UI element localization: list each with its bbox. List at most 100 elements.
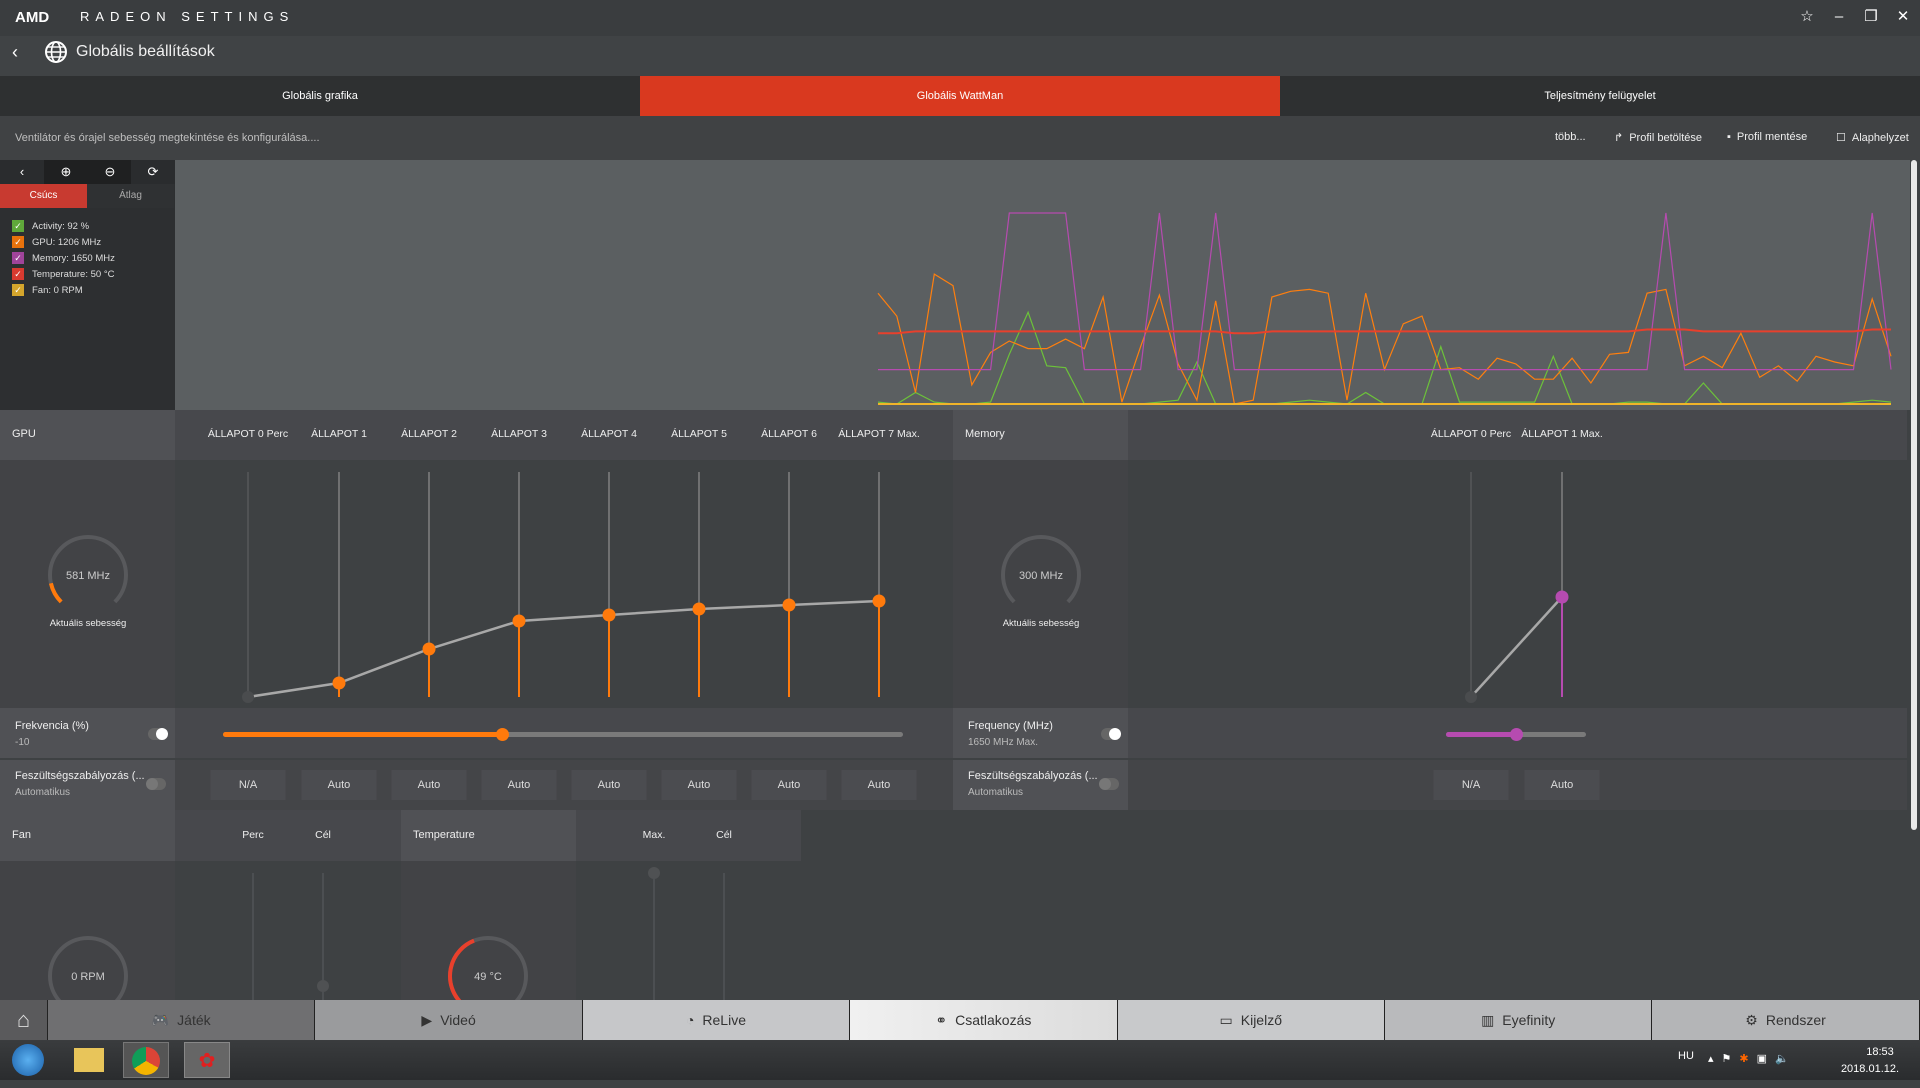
tab-global-wattman[interactable]: Globális WattMan bbox=[640, 76, 1280, 116]
tab-average[interactable]: Átlag bbox=[87, 184, 174, 208]
nav-kijelző[interactable]: ▭ Kijelző bbox=[1117, 1000, 1385, 1040]
checkbox-icon[interactable]: ✓ bbox=[12, 268, 24, 280]
state-handle[interactable] bbox=[332, 676, 346, 690]
tab-peak[interactable]: Csúcs bbox=[0, 184, 87, 208]
state-handle[interactable] bbox=[1465, 691, 1477, 703]
nav-eyefinity[interactable]: ▥ Eyefinity bbox=[1384, 1000, 1653, 1040]
tab-global-graphics[interactable]: Globális grafika bbox=[282, 90, 358, 102]
language-indicator[interactable]: HU bbox=[1678, 1050, 1694, 1062]
zoom-in-icon[interactable]: ⊕ bbox=[44, 160, 88, 184]
bottom-nav: ⌂ 🎮 Játék ▶ Videó ◔ ReLive ⚭ Csatlakozás ▭ Kijelző… bbox=[0, 1000, 1920, 1040]
file-explorer-icon[interactable] bbox=[66, 1042, 112, 1078]
voltage-button-3[interactable]: Auto bbox=[481, 770, 557, 800]
gpu-voltage-toggle[interactable] bbox=[146, 778, 166, 790]
gpu-voltage-cell bbox=[0, 760, 175, 810]
memory-gauge-track bbox=[1001, 535, 1081, 604]
avast-icon[interactable]: ✱ bbox=[1739, 1053, 1757, 1065]
fan-header-cell bbox=[0, 810, 175, 861]
checkbox-icon[interactable]: ✓ bbox=[12, 284, 24, 296]
zoom-out-icon[interactable]: ⊖ bbox=[88, 160, 132, 184]
tray-icons[interactable]: ▴⚑✱▣🔈 bbox=[1708, 1052, 1797, 1065]
legend-item[interactable]: ✓ Activity: 92 % bbox=[12, 220, 89, 232]
clock-date[interactable]: 2018.01.12. bbox=[1840, 1063, 1900, 1075]
legend-item[interactable]: ✓ Temperature: 50 °C bbox=[12, 268, 114, 280]
chart-back-button[interactable]: ‹ bbox=[0, 160, 44, 184]
restore-icon[interactable]: ❐ bbox=[1864, 8, 1878, 25]
state-handle[interactable] bbox=[872, 594, 886, 608]
checkbox-icon[interactable]: ✓ bbox=[12, 236, 24, 248]
legend-item[interactable]: ✓ Fan: 0 RPM bbox=[12, 284, 83, 296]
state-label-4: ÁLLAPOT 4 bbox=[581, 428, 637, 440]
network-icon[interactable]: ▣ bbox=[1756, 1053, 1776, 1065]
state-handle[interactable] bbox=[1555, 590, 1569, 604]
memory-frequency-slider[interactable] bbox=[1446, 728, 1586, 741]
nav-rendszer[interactable]: ⚙ Rendszer bbox=[1652, 1000, 1920, 1040]
connect-icon: ⚭ bbox=[935, 1011, 948, 1028]
save-profile-button[interactable]: ▪ Profil mentése bbox=[1727, 131, 1807, 143]
voltage-button-5[interactable]: Auto bbox=[661, 770, 737, 800]
chrome-icon[interactable] bbox=[123, 1042, 169, 1078]
voltage-button-0[interactable]: N/A bbox=[210, 770, 286, 800]
nav-relive[interactable]: ◔ ReLive bbox=[582, 1000, 851, 1040]
legend-label: Temperature: 50 °C bbox=[32, 268, 115, 280]
voltage-button-2[interactable]: Auto bbox=[391, 770, 467, 800]
monitor-chart bbox=[175, 160, 1910, 410]
scrollbar[interactable] bbox=[1911, 160, 1917, 830]
memory-frequency-value: 1650 MHz Max. bbox=[968, 737, 1039, 748]
close-icon[interactable]: ✕ bbox=[1896, 8, 1910, 25]
state-handle[interactable] bbox=[782, 598, 796, 612]
memory-frequency-toggle[interactable] bbox=[1101, 728, 1121, 740]
gpu-state-plot[interactable]: 581 MHz Aktuális sebesség bbox=[0, 460, 953, 708]
tab-bar: Globális grafika Globális WattMan Teljes… bbox=[0, 76, 1920, 116]
load-profile-button[interactable]: ↱ Profil betöltése bbox=[1614, 131, 1702, 145]
state-handle[interactable] bbox=[602, 608, 616, 622]
state-handle[interactable] bbox=[422, 642, 436, 656]
state-handle[interactable] bbox=[512, 614, 526, 628]
voltage-button-7[interactable]: Auto bbox=[841, 770, 917, 800]
chart-reset-icon[interactable]: ⟳ bbox=[131, 160, 175, 184]
fan-temperature-plot[interactable]: 0 RPM 49 °C bbox=[0, 861, 801, 1000]
temperature-gauge-value: 49 °C bbox=[474, 971, 502, 983]
checkbox-icon[interactable]: ✓ bbox=[12, 252, 24, 264]
temperature-gauge-cell bbox=[401, 861, 576, 1000]
voltage-button-1[interactable]: Auto bbox=[1524, 770, 1600, 800]
tab-performance-monitor[interactable]: Teljesítmény felügyelet bbox=[1544, 90, 1656, 102]
clock-time[interactable]: 18:53 bbox=[1866, 1046, 1894, 1058]
tray-expand-icon[interactable]: ▴ bbox=[1708, 1053, 1722, 1065]
volume-icon[interactable]: 🔈 bbox=[1775, 1053, 1797, 1065]
memory-state-plot[interactable]: 300 MHz Aktuális sebesség bbox=[953, 460, 1907, 708]
nav-home[interactable]: ⌂ bbox=[0, 1000, 48, 1040]
memory-gauge-cell bbox=[953, 460, 1128, 708]
voltage-button-1[interactable]: Auto bbox=[301, 770, 377, 800]
minimize-icon[interactable]: – bbox=[1834, 8, 1844, 25]
fan-target-handle[interactable] bbox=[317, 980, 329, 992]
more-button[interactable]: több... bbox=[1555, 131, 1586, 143]
action-center-flag-icon[interactable]: ⚑ bbox=[1721, 1053, 1740, 1065]
gpu-frequency-slider[interactable] bbox=[223, 728, 903, 741]
state-handle[interactable] bbox=[242, 691, 254, 703]
series-line-activity bbox=[877, 310, 1892, 405]
checkbox-icon[interactable]: ✓ bbox=[12, 220, 24, 232]
taskbar bbox=[0, 1040, 1920, 1080]
temperature-max-handle[interactable] bbox=[648, 867, 660, 879]
gpu-gauge-value: 581 MHz bbox=[66, 570, 110, 582]
nav-videó[interactable]: ▶ Videó bbox=[315, 1000, 583, 1040]
nav-csatlakozás[interactable]: ⚭ Csatlakozás bbox=[850, 1000, 1118, 1040]
voltage-button-4[interactable]: Auto bbox=[571, 770, 647, 800]
legend-item[interactable]: ✓ GPU: 1206 MHz bbox=[12, 236, 101, 248]
state-handle[interactable] bbox=[692, 602, 706, 616]
back-button[interactable]: ‹ bbox=[12, 42, 18, 62]
windows-start-icon[interactable] bbox=[5, 1042, 51, 1078]
gpu-gauge-fill bbox=[48, 582, 63, 604]
legend-item[interactable]: ✓ Memory: 1650 MHz bbox=[12, 252, 115, 264]
voltage-button-0[interactable]: N/A bbox=[1433, 770, 1509, 800]
star-icon[interactable]: ☆ bbox=[1800, 8, 1814, 25]
legend-label: Fan: 0 RPM bbox=[32, 284, 83, 296]
reset-button[interactable]: ☐ Alaphelyzet bbox=[1836, 131, 1909, 145]
voltage-button-6[interactable]: Auto bbox=[751, 770, 827, 800]
radeon-settings-taskbar-icon[interactable]: ✿ bbox=[184, 1042, 230, 1078]
memory-voltage-toggle[interactable] bbox=[1099, 778, 1119, 790]
memory-voltage-cell bbox=[953, 760, 1128, 810]
gpu-frequency-toggle[interactable] bbox=[148, 728, 168, 740]
nav-játék[interactable]: 🎮 Játék bbox=[48, 1000, 316, 1040]
